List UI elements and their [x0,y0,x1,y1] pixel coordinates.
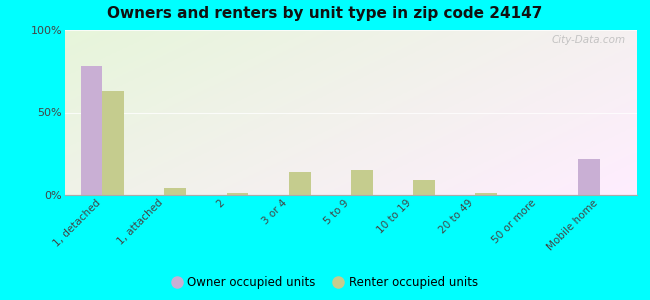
Text: City-Data.com: City-Data.com [551,35,625,45]
Text: Owners and renters by unit type in zip code 24147: Owners and renters by unit type in zip c… [107,6,543,21]
Bar [289,172,311,195]
Bar [81,66,102,195]
Legend: Owner occupied units, Renter occupied units: Owner occupied units, Renter occupied un… [167,272,483,294]
Bar [351,170,372,195]
Bar [475,193,497,195]
Bar [102,91,124,195]
Bar [164,188,187,195]
Bar [578,159,600,195]
Bar [227,193,248,195]
Bar [413,180,435,195]
